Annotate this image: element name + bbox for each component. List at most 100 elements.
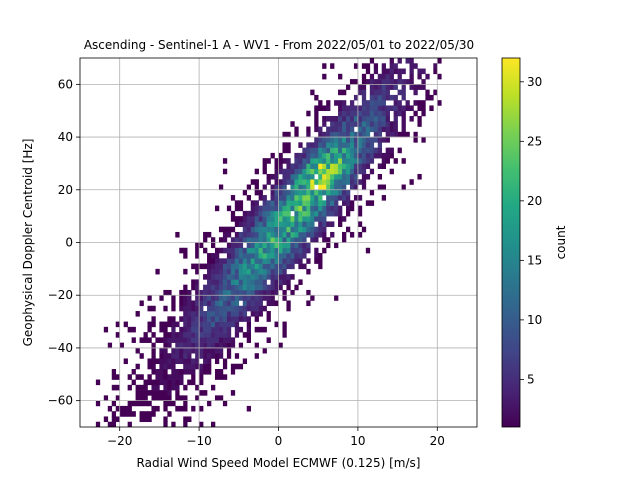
heatmap-cell <box>377 126 383 133</box>
heatmap-cell <box>207 358 212 365</box>
heatmap-cell <box>326 173 331 180</box>
heatmap-cell <box>191 300 196 307</box>
heatmap-cell <box>218 337 224 343</box>
heatmap-cell <box>175 321 180 328</box>
heatmap-cell <box>258 326 263 333</box>
heatmap-cell <box>234 289 240 296</box>
heatmap-cell <box>167 374 172 380</box>
heatmap-cell <box>179 247 184 254</box>
heatmap-cell <box>393 121 398 127</box>
heatmap-cell <box>107 405 113 412</box>
heatmap-cell <box>167 316 172 322</box>
heatmap-cell <box>230 305 236 312</box>
heatmap-cell <box>334 189 339 196</box>
heatmap-cell <box>413 100 418 106</box>
heatmap-cell <box>314 105 319 112</box>
heatmap-cell <box>214 353 220 359</box>
heatmap-cell <box>183 363 188 370</box>
heatmap-cell <box>179 305 184 312</box>
heatmap-cell <box>238 268 244 275</box>
heatmap-cell <box>214 247 220 254</box>
heatmap-cell <box>167 400 172 407</box>
heatmap-cell <box>282 210 287 217</box>
heatmap-cell <box>330 231 335 238</box>
heatmap-cell <box>203 295 208 301</box>
heatmap-cell <box>270 258 275 264</box>
heatmap-cell <box>298 173 303 180</box>
heatmap-cell <box>163 347 168 354</box>
heatmap-cell <box>183 358 188 365</box>
heatmap-cell <box>286 189 291 196</box>
heatmap-cell <box>302 237 307 243</box>
heatmap-cell <box>282 231 287 238</box>
heatmap-cell <box>207 363 212 370</box>
heatmap-cell <box>349 100 355 106</box>
heatmap-cell <box>278 210 283 217</box>
heatmap-cell <box>314 253 319 259</box>
heatmap-cell <box>326 115 331 122</box>
heatmap-cell <box>413 63 418 69</box>
heatmap-cell <box>155 390 160 396</box>
heatmap-cell <box>361 184 367 191</box>
heatmap-cell <box>183 253 188 259</box>
heatmap-cell <box>326 152 331 159</box>
heatmap-cell <box>278 200 283 206</box>
heatmap-cell <box>318 205 323 212</box>
heatmap-cell <box>421 79 426 85</box>
heatmap-cell <box>191 369 196 375</box>
heatmap-cell <box>214 284 220 291</box>
heatmap-cell <box>377 163 383 169</box>
heatmap-cell <box>381 73 386 80</box>
heatmap-cell <box>282 168 287 175</box>
heatmap-cell <box>171 358 176 365</box>
heatmap-cell <box>393 79 398 85</box>
heatmap-cell <box>183 384 188 391</box>
heatmap-cell <box>274 205 279 212</box>
heatmap-cell <box>373 94 379 101</box>
heatmap-cell <box>326 184 331 191</box>
heatmap-cell <box>230 284 236 291</box>
heatmap-cell <box>155 369 160 375</box>
heatmap-cell <box>357 152 363 159</box>
heatmap-cell <box>218 284 224 291</box>
heatmap-cell <box>191 311 196 317</box>
heatmap-cell <box>381 68 386 75</box>
heatmap-cell <box>191 316 196 322</box>
heatmap-cell <box>187 316 192 322</box>
heatmap-cell <box>171 295 176 301</box>
heatmap-cell <box>278 216 283 222</box>
heatmap-cell <box>338 126 343 133</box>
heatmap-cell <box>310 200 315 206</box>
heatmap-cell <box>345 200 351 206</box>
heatmap-cell <box>242 226 248 233</box>
heatmap-cell <box>409 58 414 64</box>
heatmap-cell <box>385 147 390 154</box>
heatmap-cell <box>262 237 267 243</box>
heatmap-cell <box>330 126 335 133</box>
heatmap-cell <box>318 253 323 259</box>
heatmap-cell <box>163 374 168 380</box>
heatmap-cell <box>234 326 240 333</box>
heatmap-cell <box>242 237 248 243</box>
heatmap-cell <box>266 231 271 238</box>
heatmap-cell <box>310 210 315 217</box>
heatmap-cell <box>242 258 248 264</box>
heatmap-cell <box>258 289 263 296</box>
heatmap-cell <box>222 305 228 312</box>
heatmap-cell <box>254 289 259 296</box>
heatmap-cell <box>214 326 220 333</box>
heatmap-cell <box>175 405 180 412</box>
heatmap-cell <box>183 347 188 354</box>
heatmap-cell <box>171 384 176 391</box>
heatmap-cell <box>318 221 323 227</box>
heatmap-cell <box>274 200 279 206</box>
heatmap-cell <box>318 152 323 159</box>
heatmap-cell <box>211 316 216 322</box>
heatmap-cell <box>179 295 184 301</box>
heatmap-cell <box>294 195 299 201</box>
heatmap-cell <box>195 263 200 270</box>
heatmap-cell <box>207 321 212 328</box>
heatmap-cell <box>314 247 319 254</box>
heatmap-cell <box>167 379 172 386</box>
heatmap-cell <box>334 142 339 148</box>
